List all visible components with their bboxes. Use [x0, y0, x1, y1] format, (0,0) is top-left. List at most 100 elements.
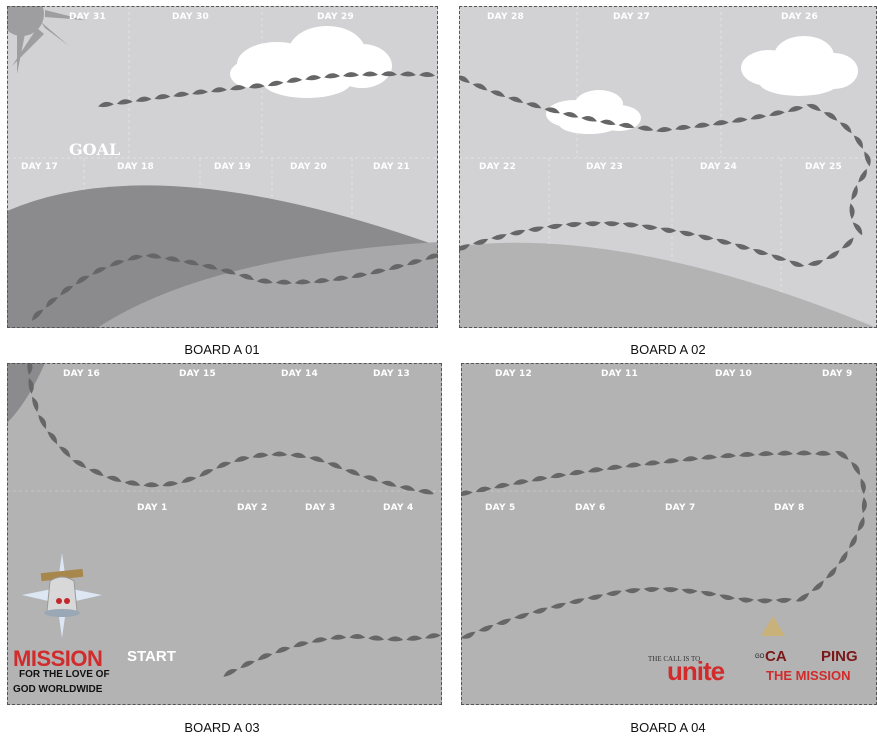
footstep-icon: [127, 254, 143, 261]
day-label: DAY 23: [586, 162, 623, 172]
board-caption: BOARD A 02: [630, 342, 706, 357]
footstep-icon: [425, 633, 441, 639]
footstep-icon: [461, 631, 476, 639]
footstep-icon: [38, 414, 47, 429]
footstep-icon: [154, 94, 171, 100]
footstep-icon: [332, 275, 349, 281]
footstep-icon: [662, 587, 679, 593]
camping-logo-icon: [761, 616, 785, 636]
day-label: DAY 29: [317, 12, 354, 22]
mission-logo-title: MISSION: [13, 646, 103, 671]
footstep-icon: [472, 238, 489, 245]
day-label: DAY 5: [485, 503, 516, 513]
footstep-icon: [400, 71, 416, 77]
footstep-icon: [758, 451, 774, 457]
footstep-icon: [587, 467, 604, 473]
camping-logo-part-b: PING: [821, 648, 858, 665]
footstep-icon: [823, 112, 838, 121]
camping-logo-part-a: CA: [765, 648, 787, 665]
footstep-icon: [682, 456, 699, 462]
footstep-icon: [731, 117, 748, 123]
footstep-icon: [311, 637, 328, 643]
day-label: DAY 12: [495, 369, 532, 379]
footstep-icon: [864, 151, 871, 167]
footstep-icon: [720, 453, 736, 459]
day-label: DAY 31: [69, 12, 106, 22]
footstep-icon: [565, 222, 582, 228]
footstep-trail: [27, 363, 434, 495]
footstep-icon: [459, 244, 471, 251]
footstep-icon: [192, 89, 209, 95]
day-label: DAY 15: [179, 369, 216, 379]
footstep-icon: [656, 127, 673, 133]
mission-logo-line1: FOR THE LOVE OF: [19, 669, 110, 680]
footstep-icon: [381, 480, 397, 487]
footstep-icon: [290, 452, 307, 458]
day-label: DAY 20: [290, 162, 327, 172]
footstep-icon: [229, 85, 246, 91]
day-label: DAY 14: [281, 369, 318, 379]
footstep-icon: [848, 534, 857, 549]
footstep-icon: [472, 83, 488, 91]
footstep-icon: [569, 469, 585, 476]
footstep-icon: [663, 458, 680, 464]
footstep-icon: [88, 468, 104, 477]
board-caption: BOARD A 04: [630, 720, 706, 735]
footstep-icon: [750, 114, 767, 120]
day-label: DAY 7: [665, 503, 696, 513]
footstep-icon: [32, 309, 44, 321]
footstep-icon: [407, 259, 423, 266]
footstep-icon: [737, 597, 754, 603]
footstep-icon: [835, 450, 849, 460]
footstep-icon: [143, 482, 160, 488]
footstep-icon: [643, 587, 660, 592]
day-label: DAY 16: [63, 369, 100, 379]
hill-mid: [459, 242, 877, 328]
footstep-icon: [252, 452, 269, 458]
footstep-icon: [28, 377, 34, 394]
footstep-icon: [825, 250, 840, 259]
footstep-icon: [851, 185, 858, 201]
footstep-icon: [861, 497, 867, 514]
footstep-icon: [795, 592, 810, 602]
footstep-icon: [622, 222, 639, 228]
footstep-trail: [461, 450, 867, 639]
footstep-icon: [425, 253, 438, 260]
footstep-icon: [60, 285, 74, 296]
day-label: DAY 24: [700, 162, 737, 172]
footstep-icon: [624, 588, 641, 594]
footstep-icon: [327, 462, 343, 470]
footstep-icon: [216, 461, 232, 469]
footstep-icon: [853, 135, 863, 149]
footstep-icon: [734, 243, 751, 250]
footstep-icon: [857, 516, 865, 532]
footstep-icon: [343, 72, 359, 78]
footstep-trail: [32, 253, 438, 321]
camping-logo-go: GO: [755, 654, 765, 660]
footstep-icon: [234, 456, 250, 462]
footstep-icon: [362, 71, 378, 77]
day-label: DAY 22: [479, 162, 516, 172]
day-label: DAY 10: [715, 369, 752, 379]
footstep-icon: [606, 590, 622, 596]
footstep-icon: [679, 230, 695, 237]
footstep-icon: [775, 597, 792, 603]
footstep-icon: [508, 96, 524, 103]
footstep-icon: [789, 260, 805, 267]
day-label: DAY 13: [373, 369, 410, 379]
day-label: DAY 30: [172, 12, 209, 22]
board-a02: DAY 28 DAY 27 DAY 26 DAY 22 DAY 23 DAY 2…: [459, 6, 877, 328]
day-label: DAY 25: [805, 162, 842, 172]
footstep-icon: [324, 73, 341, 79]
footstep-icon: [173, 91, 190, 97]
footstep-icon: [675, 124, 692, 131]
footstep-icon: [199, 469, 214, 477]
day-label: DAY 17: [21, 162, 58, 172]
footstep-trail: [98, 71, 435, 108]
footstep-icon: [825, 566, 837, 579]
hill-dark: [7, 363, 45, 423]
footstep-icon: [531, 476, 548, 482]
footstep-icon: [286, 77, 303, 83]
footstep-icon: [644, 460, 661, 466]
footstep-icon: [461, 490, 473, 497]
